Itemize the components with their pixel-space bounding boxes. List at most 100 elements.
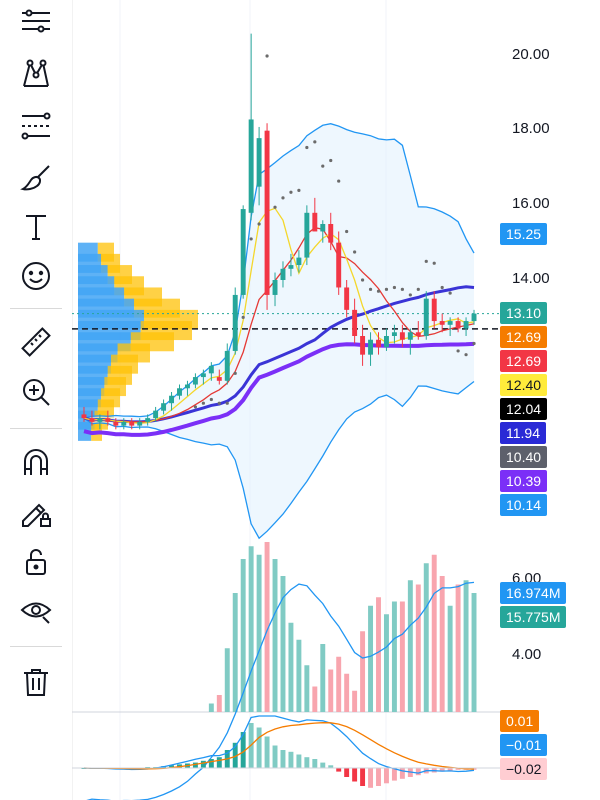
price-label-gray: 10.40 bbox=[500, 446, 548, 468]
magnet-tool[interactable] bbox=[14, 440, 58, 484]
macd-bar bbox=[296, 754, 302, 768]
volume-tick: 4.00 bbox=[512, 646, 542, 663]
sar-dot bbox=[209, 397, 213, 402]
toolbar-divider bbox=[10, 308, 62, 309]
lock-all-tool[interactable] bbox=[14, 540, 58, 584]
sar-dot bbox=[289, 190, 293, 194]
ma-long-line bbox=[83, 341, 475, 437]
price-tick: 14.00 bbox=[512, 270, 550, 287]
price-label-red-ma: 12.69 bbox=[500, 350, 548, 372]
volume-bar bbox=[360, 631, 366, 712]
sar-dot bbox=[376, 289, 381, 293]
volume-bar bbox=[447, 605, 453, 712]
macd-bar bbox=[304, 757, 310, 768]
candle-body bbox=[352, 309, 358, 336]
macd-bar bbox=[200, 760, 206, 768]
macd-bar bbox=[232, 742, 238, 768]
volume-bar bbox=[312, 686, 318, 712]
volume-bar bbox=[208, 703, 214, 712]
sar-dot bbox=[337, 179, 341, 183]
eye-icon bbox=[20, 602, 52, 624]
candle-body bbox=[169, 395, 175, 404]
measure-tool[interactable] bbox=[14, 320, 58, 364]
pattern-tool[interactable] bbox=[14, 52, 58, 96]
volume-bar bbox=[431, 554, 437, 712]
sar-dot bbox=[193, 405, 198, 409]
toolbar-divider bbox=[10, 646, 62, 647]
sar-dot bbox=[225, 401, 229, 405]
lines-tool[interactable] bbox=[14, 0, 58, 44]
macd-bar bbox=[471, 768, 477, 770]
macd-bar bbox=[328, 765, 334, 768]
macd-bar bbox=[312, 759, 318, 768]
price-label-bollinger-upper: 15.25 bbox=[500, 223, 548, 245]
candle-body bbox=[336, 242, 342, 288]
trend-lines-icon bbox=[22, 9, 50, 33]
volume-bar bbox=[407, 580, 413, 712]
sar-dot bbox=[432, 261, 436, 265]
volume-bar bbox=[216, 695, 222, 712]
bollinger-fill bbox=[84, 123, 474, 539]
hide-drawings-tool[interactable] bbox=[14, 588, 58, 632]
candle-body bbox=[280, 268, 286, 280]
volume-bar bbox=[463, 580, 469, 712]
macd-bar bbox=[256, 727, 262, 768]
fib-tool[interactable] bbox=[14, 104, 58, 148]
price-tick: 16.00 bbox=[512, 195, 550, 212]
drawing-toolbar bbox=[0, 0, 72, 800]
macd-line bbox=[83, 715, 475, 774]
sar-dot bbox=[233, 371, 237, 375]
candle-body bbox=[391, 332, 397, 336]
macd-signal-label: 0.01 bbox=[500, 710, 540, 732]
macd-bar bbox=[208, 759, 214, 768]
volume-bar bbox=[240, 559, 246, 712]
volume-bar bbox=[455, 584, 461, 712]
candle-body bbox=[264, 130, 270, 295]
zoom-tool[interactable] bbox=[14, 370, 58, 414]
text-tool[interactable] bbox=[14, 205, 58, 249]
volume-bar bbox=[399, 601, 405, 712]
macd-bar bbox=[376, 768, 381, 786]
sar-dot bbox=[392, 285, 397, 290]
volume-bar bbox=[256, 554, 262, 712]
sar-dot bbox=[217, 401, 221, 405]
candle-body bbox=[288, 265, 294, 269]
price-tick: 18.00 bbox=[512, 120, 550, 137]
candles bbox=[81, 33, 477, 430]
candle-body bbox=[407, 332, 413, 340]
macd-bar bbox=[352, 768, 358, 782]
macd-bar bbox=[336, 768, 342, 772]
candle-body bbox=[471, 313, 477, 322]
lock-drawings-tool[interactable] bbox=[14, 490, 58, 534]
candle-body bbox=[121, 421, 127, 426]
volume-bar bbox=[336, 656, 342, 712]
sar-dot bbox=[456, 349, 460, 353]
brush-tool[interactable] bbox=[14, 156, 58, 200]
macd-bar bbox=[240, 732, 246, 768]
candle-body bbox=[320, 224, 326, 232]
bollinger-upper bbox=[83, 123, 475, 419]
candle-body bbox=[272, 280, 278, 295]
volume-bar bbox=[423, 563, 429, 712]
volume-bar bbox=[320, 644, 326, 712]
sar-dot bbox=[416, 287, 420, 291]
candle-body bbox=[344, 287, 350, 310]
xabcd-pattern-icon bbox=[23, 59, 49, 87]
sar-dot bbox=[265, 54, 269, 58]
candle-body bbox=[161, 403, 167, 411]
price-label-yellow-ma: 12.40 bbox=[500, 374, 548, 396]
sar-dot bbox=[313, 140, 317, 144]
macd-bar bbox=[264, 736, 270, 768]
volume-bar bbox=[304, 665, 310, 712]
candle-body bbox=[208, 365, 214, 374]
delete-drawings-tool[interactable] bbox=[14, 660, 58, 704]
sar-dot bbox=[464, 353, 468, 357]
candle-body bbox=[248, 119, 254, 213]
candle-body bbox=[304, 212, 310, 258]
candle-body bbox=[399, 332, 405, 340]
sar-dot bbox=[424, 259, 428, 263]
zoom-in-icon bbox=[23, 379, 50, 406]
emoji-tool[interactable] bbox=[14, 254, 58, 298]
volume-bar bbox=[368, 605, 374, 712]
